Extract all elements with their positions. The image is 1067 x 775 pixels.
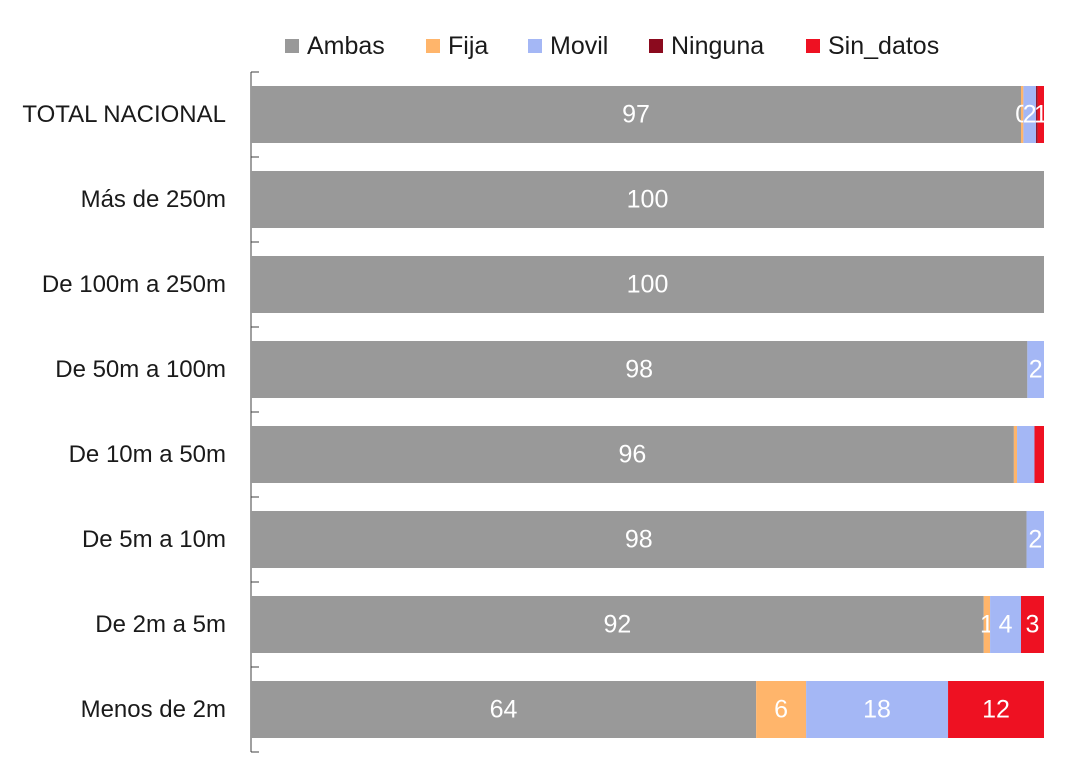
bar-segment-movil bbox=[1027, 341, 1044, 398]
bar-segment-ambas bbox=[251, 511, 1027, 568]
legend-item: Sin_datos bbox=[806, 28, 939, 64]
data-label: 92 bbox=[603, 611, 631, 639]
legend-item: Ninguna bbox=[649, 28, 764, 64]
legend-item: Fija bbox=[426, 28, 488, 64]
data-label: 1 bbox=[1034, 101, 1048, 129]
category-label: De 5m a 10m bbox=[82, 526, 226, 553]
bar-segment-ambas bbox=[251, 596, 984, 653]
bar-segment-fija bbox=[1013, 426, 1018, 483]
data-label: 100 bbox=[627, 186, 669, 214]
data-label: 18 bbox=[863, 696, 891, 724]
data-label: 98 bbox=[625, 356, 653, 384]
bar-segment-movil bbox=[1023, 86, 1037, 143]
bar-segment-movil bbox=[990, 596, 1022, 653]
category-label: De 10m a 50m bbox=[69, 441, 226, 468]
bar-segment-sin-datos bbox=[1034, 426, 1044, 483]
category-labels: TOTAL NACIONAL Más de 250m De 100m a 250m D… bbox=[22, 101, 226, 723]
data-label: 98 bbox=[625, 526, 653, 554]
bar-segment-ambas bbox=[251, 341, 1028, 398]
legend-swatch bbox=[806, 39, 820, 53]
legend-item: Ambas bbox=[285, 28, 385, 64]
legend-label: Fija bbox=[448, 31, 489, 60]
legend-item: Movil bbox=[528, 28, 608, 64]
bar-segment-ambas bbox=[251, 86, 1022, 143]
bar-segment-movil bbox=[806, 681, 949, 738]
legend-swatch bbox=[528, 39, 542, 53]
bar-segment-sin-datos bbox=[1021, 596, 1044, 653]
category-label: Más de 250m bbox=[81, 186, 226, 213]
bar-segment-sin-datos bbox=[948, 681, 1044, 738]
bar-segment-ambas bbox=[251, 681, 757, 738]
bar-segment-fija bbox=[983, 596, 991, 653]
data-label: 2 bbox=[1023, 101, 1037, 129]
legend-swatch bbox=[285, 39, 299, 53]
legend-label: Ninguna bbox=[671, 31, 765, 60]
data-label: 12 bbox=[982, 696, 1010, 724]
bar-segment-movil bbox=[1017, 426, 1035, 483]
category-label: Menos de 2m bbox=[81, 696, 226, 723]
category-label: De 100m a 250m bbox=[42, 271, 226, 298]
bar-segment-ninguna bbox=[1036, 86, 1038, 143]
bar-segment-ambas bbox=[251, 426, 1014, 483]
data-label: 100 bbox=[627, 271, 669, 299]
data-label: 2 bbox=[1028, 526, 1042, 554]
bar-segment-ambas bbox=[251, 171, 1044, 228]
data-label: 96 bbox=[619, 441, 647, 469]
bar-segment-fija bbox=[756, 681, 807, 738]
legend-label: Movil bbox=[550, 31, 609, 60]
legend-label: Sin_datos bbox=[828, 31, 940, 60]
bar-segment-fija bbox=[1021, 86, 1024, 143]
data-label: 6 bbox=[774, 696, 788, 724]
legend-label: Ambas bbox=[307, 31, 385, 60]
bar-segment-movil bbox=[1026, 511, 1044, 568]
legend-swatch bbox=[649, 39, 663, 53]
data-label: 4 bbox=[999, 611, 1013, 639]
data-label: 64 bbox=[490, 696, 518, 724]
category-label: De 2m a 5m bbox=[95, 611, 226, 638]
data-label: 97 bbox=[622, 101, 650, 129]
legend: Ambas Fija Movil Ninguna Sin_datos bbox=[0, 28, 1067, 64]
category-label: TOTAL NACIONAL bbox=[22, 101, 226, 128]
category-label: De 50m a 100m bbox=[55, 356, 226, 383]
legend-swatch bbox=[426, 39, 440, 53]
bar-segment-sin-datos bbox=[1037, 86, 1044, 143]
data-label: 2 bbox=[1029, 356, 1043, 384]
bar-segment-ambas bbox=[251, 256, 1044, 313]
data-label: 3 bbox=[1026, 611, 1040, 639]
